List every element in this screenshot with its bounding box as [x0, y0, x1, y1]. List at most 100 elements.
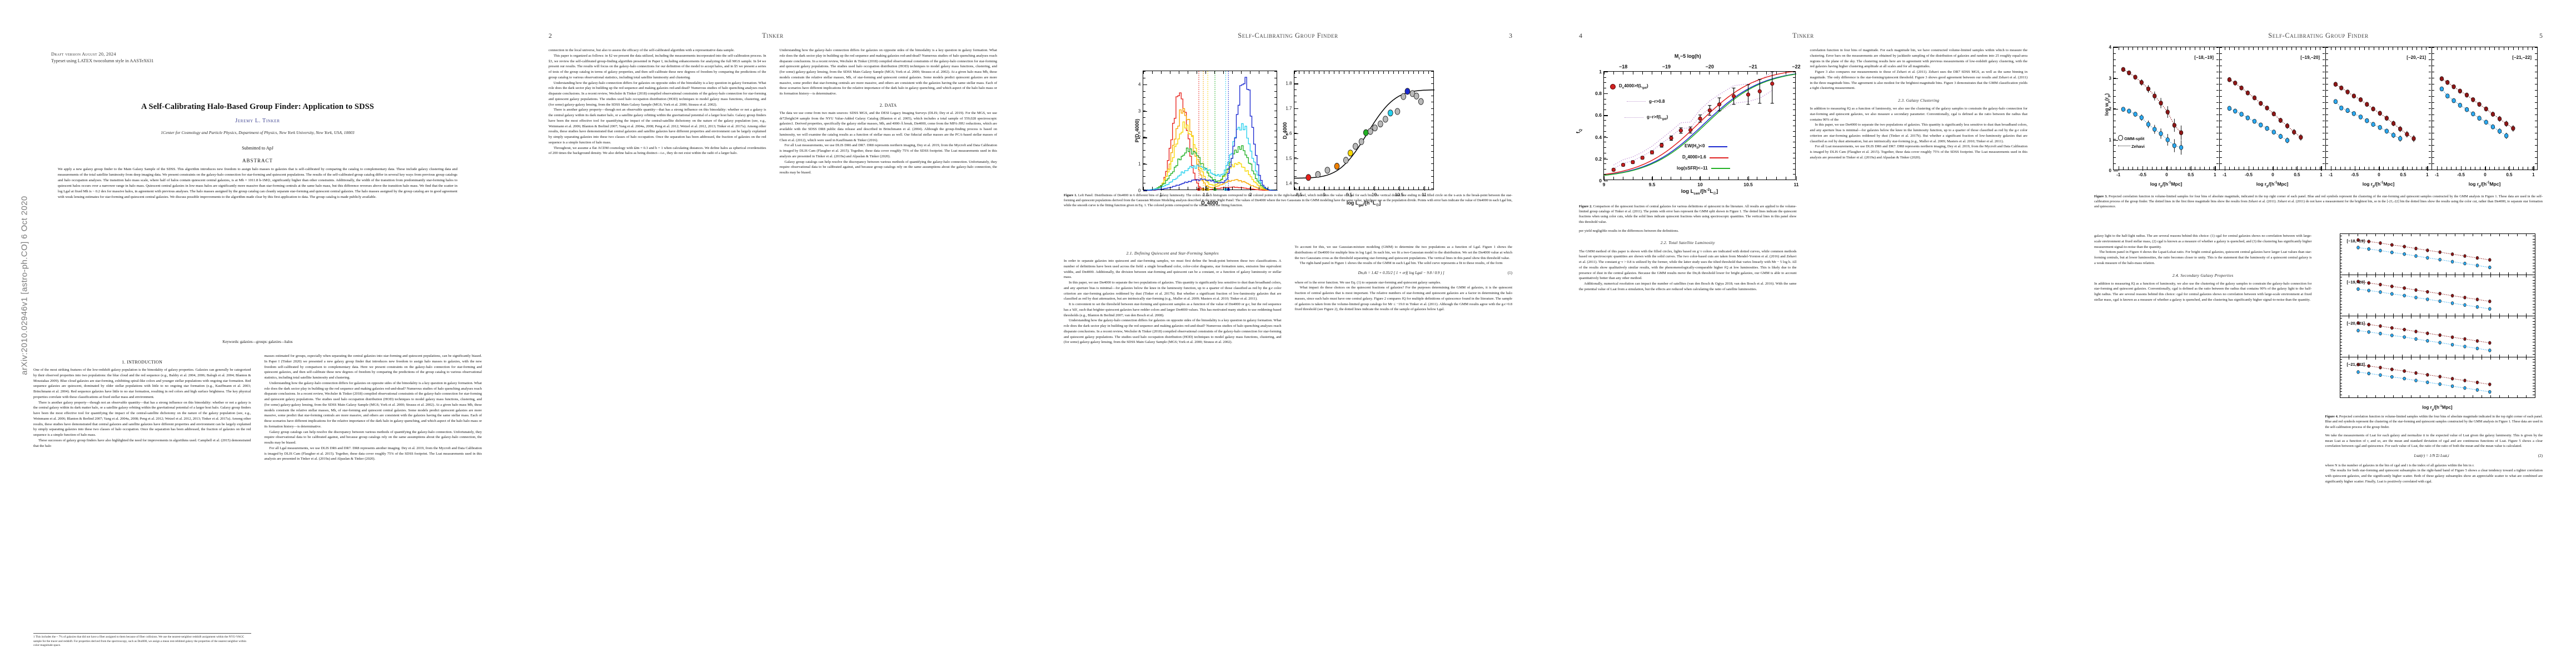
axis-tick: [1294, 151, 1297, 152]
axis-tick: [2411, 47, 2413, 50]
axis-tick: [2137, 47, 2138, 50]
data-point: [2475, 339, 2479, 343]
data-point: [2463, 379, 2467, 382]
axis-tick: [2326, 108, 2328, 109]
axis-tick: [1294, 145, 1297, 146]
axis-tick: [2137, 167, 2138, 170]
equation-2-body: Lsat(r) = 1/N Σi Lsat,i: [2414, 454, 2449, 459]
data-point: [2179, 145, 2184, 150]
axis-tick: [2393, 313, 2394, 316]
axis-tick: [1403, 187, 1404, 190]
axis-tick: [2533, 347, 2535, 349]
axis-tick-label: -0.5: [2245, 172, 2253, 177]
axis-tick: [2216, 157, 2219, 158]
axis-tick: [2315, 47, 2316, 50]
axis-tick: [1433, 71, 1434, 74]
figure-4-panel-tag: [−20,−21]: [2346, 321, 2365, 326]
data-point: [2378, 282, 2382, 287]
axis-tick-label: −22: [1792, 64, 1801, 69]
figure-4: [−18,−19] [−19,−20] [−20,−21] [−21,−22] log …: [2325, 233, 2543, 430]
axis-tick: [1368, 71, 1369, 74]
axis-tick: [2253, 47, 2254, 50]
axis-tick: [2114, 145, 2116, 146]
axis-tick: [2421, 167, 2422, 170]
paragraph: Understanding how the galaxy-halo connec…: [549, 81, 766, 107]
axis-tick: [2401, 313, 2403, 316]
page2-col2-head: Understanding how the galaxy-halo connec…: [780, 48, 998, 97]
axis-tick: [1214, 71, 1215, 74]
axis-tick: [2114, 140, 2118, 141]
axis-tick: [2393, 234, 2394, 236]
axis-tick: [2216, 145, 2219, 146]
legend-label: Dn4000>f(Lgal): [1619, 83, 1648, 90]
axis-tick: [1294, 139, 1297, 140]
axis-tick: [2340, 280, 2342, 281]
data-point: [2425, 373, 2429, 377]
data-point: [1731, 94, 1736, 98]
data-point: [2398, 126, 2403, 132]
paragraph: where N is the number of galaxies in the…: [2325, 463, 2474, 467]
axis-tick: [2123, 167, 2124, 170]
data-point: [2504, 121, 2509, 126]
axis-tick: [2535, 145, 2537, 146]
page4-columns: Mr−5 log(h) fQ 9 9.5 10 10.5 11 0 0.2 0.4 0.6 0.8…: [1576, 48, 2028, 650]
axis-tick: [2323, 102, 2325, 103]
axis-tick: [2535, 47, 2537, 48]
data-point: [2165, 109, 2170, 115]
axis-tick: [1408, 187, 1409, 190]
figure-3-label: Figure 3.: [2094, 194, 2108, 198]
page-5: Self-Calibrating Group Finder 5 log wp(r…: [2061, 0, 2576, 667]
axis-tick-label: 8.5: [1296, 192, 1303, 197]
axis-tick: [2204, 47, 2205, 50]
data-point: [2378, 111, 2382, 116]
reference-curve: [2229, 108, 2288, 141]
axis-tick: [1709, 72, 1710, 74]
axis-tick: [1613, 72, 1615, 74]
axis-tick-label: 1: [1138, 161, 1141, 167]
axis-tick: [2147, 47, 2148, 50]
axis-tick: [1604, 115, 1608, 116]
axis-tick: [1433, 187, 1434, 190]
axis-tick: [1428, 187, 1429, 190]
axis-tick: [2533, 354, 2535, 355]
reference-curve: [2358, 322, 2490, 344]
figure-1-plots: P(Dn4000) 1 1.5 2 0 1 2 3 4 Dn4000 Dn4000 8.5 9 9…: [1064, 47, 1512, 207]
axis-tick: [1294, 71, 1295, 74]
reference-curve: [2358, 247, 2490, 268]
paragraph: In this paper, we use Dn4000 to separate…: [1810, 123, 2028, 143]
figure-3-xlabel: log rp/[h-1Mpc]: [2150, 181, 2183, 188]
data-point: [2438, 333, 2442, 337]
axis-tick: [2151, 47, 2153, 50]
axis-tick: [2340, 347, 2342, 349]
axis-tick-label: 2: [2109, 106, 2111, 112]
axis-tick-label: 10.5: [1743, 182, 1753, 187]
axis-tick-label: -1: [2329, 172, 2333, 177]
axis-tick: [2525, 275, 2527, 277]
axis-tick: [1700, 176, 1701, 181]
figure-1-right-xlabel: log Lgal/[h-2L☉]: [1346, 200, 1381, 207]
data-point: [2278, 134, 2283, 139]
axis-tick-label: 1.8: [1285, 81, 1292, 86]
running-title: Self-Calibrating Group Finder: [1238, 32, 1338, 39]
figure-3-xlabel: log rp/[h-1Mpc]: [2256, 181, 2289, 188]
data-point: [1400, 93, 1406, 100]
histogram-curve: [1143, 121, 1278, 191]
author-name: Jeremy L. Tinker: [235, 118, 280, 124]
axis-tick: [2402, 47, 2403, 50]
axis-tick: [1274, 123, 1277, 125]
data-point: [2452, 98, 2456, 103]
axis-tick: [1793, 174, 1795, 175]
axis-tick: [2340, 339, 2342, 340]
axis-tick: [2432, 108, 2434, 109]
paragraph: In this paper, we use Dn4000 to separate…: [1064, 281, 1282, 301]
paragraph: It is convenient to set the threshold be…: [1064, 302, 1282, 317]
data-point: [2391, 132, 2396, 138]
axis-tick: [2416, 167, 2418, 170]
data-point: [2345, 89, 2350, 94]
axis-tick: [2432, 102, 2434, 103]
axis-tick: [2142, 167, 2143, 170]
reference-curve: [2358, 364, 2490, 385]
data-point: [2475, 305, 2479, 309]
axis-tick: [2437, 166, 2438, 171]
axis-tick: [2499, 357, 2500, 360]
